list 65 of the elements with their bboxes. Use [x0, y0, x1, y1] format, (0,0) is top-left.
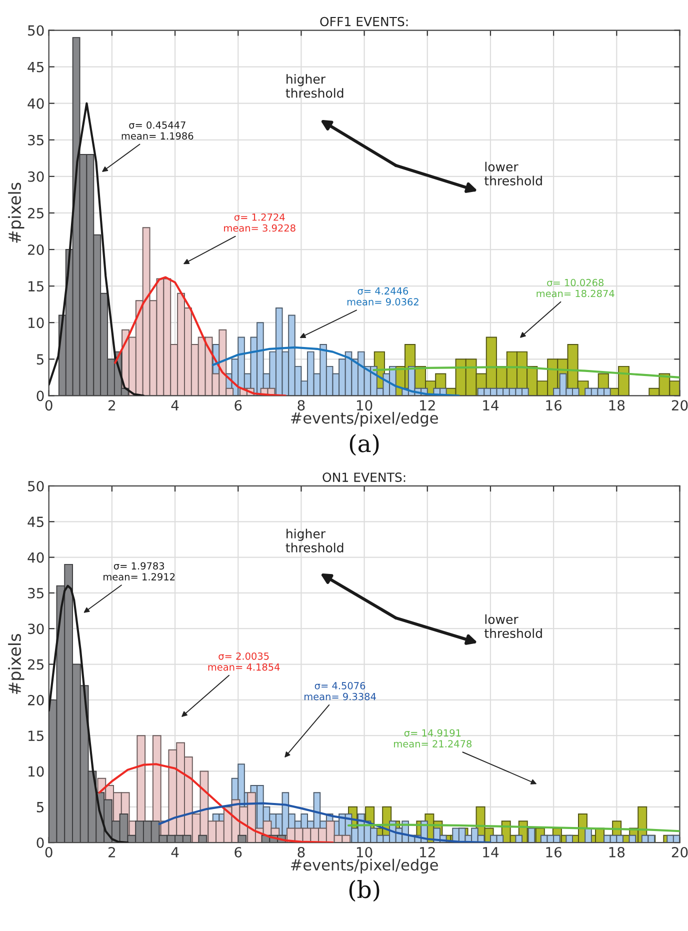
x-tick-label: 8 [298, 846, 305, 858]
x-tick-label: 12 [420, 400, 435, 410]
annotation: σ= 4.5076 mean= 9.3384 [304, 682, 376, 700]
y-tick-label: 10 [28, 766, 44, 777]
annotation: σ= 4.2446 mean= 9.0362 [347, 287, 418, 306]
y-tick-label: 35 [28, 588, 44, 598]
annotation: lower threshold [484, 162, 542, 186]
annotation: σ= 0.45447 mean= 1.1986 [122, 121, 194, 140]
x-tick-label: 6 [234, 846, 242, 858]
x-tick-label: 0 [45, 846, 52, 858]
x-tick-label: 10 [356, 846, 372, 858]
annotation: σ= 14.9191 mean= 21.2478 [394, 729, 472, 748]
y-tick-label: 0 [36, 838, 44, 848]
y-tick-label: 40 [28, 98, 44, 109]
chart-title: ON1 EVENTS: [322, 472, 406, 482]
chart-title: OFF1 EVENTS: [320, 16, 408, 26]
text: (b) [349, 880, 380, 902]
x-tick-label: 14 [483, 400, 499, 410]
y-axis-title: #pixels [8, 634, 24, 694]
x-axis-title: #events/pixel/edge [291, 858, 438, 874]
y-tick-label: 30 [28, 171, 44, 182]
x-tick-label: 4 [171, 400, 179, 410]
x-tick-label: 4 [171, 847, 179, 858]
x-tick-label: 12 [420, 846, 435, 858]
y-tick-label: 20 [28, 694, 44, 706]
annotation: higher threshold [286, 74, 344, 98]
y-tick-label: 5 [36, 802, 44, 812]
y-tick-label: 5 [36, 354, 44, 365]
x-tick-label: 2 [108, 846, 115, 858]
annotation: lower threshold [484, 614, 542, 638]
x-tick-label: 0 [45, 400, 52, 411]
y-tick-label: 45 [28, 62, 44, 72]
y-tick-label: 15 [28, 730, 44, 742]
annotation: σ= 1.2724 mean= 3.9228 [224, 213, 296, 232]
x-tick-label: 6 [234, 400, 242, 411]
x-tick-label: 20 [672, 846, 688, 858]
x-tick-label: 16 [546, 400, 562, 411]
y-tick-label: 45 [28, 516, 44, 528]
x-tick-label: 20 [672, 400, 688, 411]
annotation: σ= 2.0035 mean= 4.1854 [208, 652, 280, 671]
y-tick-label: 25 [28, 208, 44, 218]
annotation: σ= 1.9783 mean= 1.2912 [104, 562, 175, 580]
text: (a) [350, 434, 379, 456]
annotation: higher threshold [286, 528, 344, 552]
annotation: σ= 10.0268 mean= 18.2874 [536, 278, 614, 298]
x-tick-label: 18 [609, 400, 625, 411]
x-tick-label: 2 [108, 400, 115, 410]
y-tick-label: 10 [28, 318, 44, 328]
x-tick-label: 16 [546, 846, 562, 858]
y-tick-label: 15 [28, 281, 44, 292]
y-tick-label: 25 [28, 659, 44, 670]
y-tick-label: 30 [28, 624, 44, 634]
y-tick-label: 20 [28, 244, 44, 255]
y-tick-label: 35 [28, 134, 44, 146]
x-tick-label: 18 [609, 846, 625, 858]
y-tick-label: 50 [28, 480, 44, 492]
x-tick-label: 8 [298, 400, 305, 411]
y-tick-label: 50 [28, 25, 44, 36]
y-axis-title: #pixels [8, 182, 24, 243]
x-tick-label: 14 [483, 847, 499, 858]
y-tick-label: 40 [28, 552, 44, 563]
x-tick-label: 10 [356, 400, 372, 411]
line-series [114, 276, 286, 396]
y-tick-label: 0 [36, 390, 44, 402]
x-axis-title: #events/pixel/edge [291, 412, 438, 427]
